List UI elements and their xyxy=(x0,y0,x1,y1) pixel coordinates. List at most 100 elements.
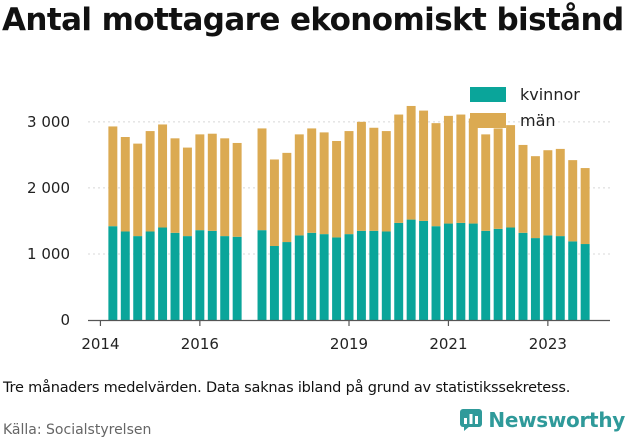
x-tick-label: 2021 xyxy=(429,335,467,353)
x-tick-label: 2019 xyxy=(330,335,368,353)
bar-kvinnor xyxy=(232,236,242,320)
x-tick-label: 2014 xyxy=(81,335,119,353)
bar-man xyxy=(269,159,279,247)
bar-man xyxy=(481,134,491,231)
bar-man xyxy=(518,144,528,233)
bars xyxy=(108,105,590,320)
bar-kvinnor xyxy=(431,226,441,320)
bar-man xyxy=(406,105,416,220)
bar-kvinnor xyxy=(344,234,354,320)
bar-kvinnor xyxy=(568,241,578,320)
legend-swatch-man xyxy=(470,113,506,128)
bar-kvinnor xyxy=(493,228,503,320)
bar-man xyxy=(182,147,192,237)
bar-kvinnor xyxy=(530,238,540,320)
bar-kvinnor xyxy=(307,232,317,320)
bar-kvinnor xyxy=(257,230,267,320)
legend-swatch-kvinnor xyxy=(470,87,506,102)
source-credit: Källa: Socialstyrelsen xyxy=(3,422,152,438)
bar-man xyxy=(294,134,304,236)
bar-chart-speech-bubble-icon xyxy=(460,409,483,431)
bar-man xyxy=(207,133,217,231)
bar-kvinnor xyxy=(394,222,404,320)
bar-kvinnor xyxy=(506,227,516,320)
legend-label-man: män xyxy=(520,111,556,130)
stacked-bar-chart: 0 1 000 2 000 3 000 2014 2016 2019 2021 2023 kv… xyxy=(27,85,610,353)
x-tick-label: 2023 xyxy=(529,335,567,353)
bar-kvinnor xyxy=(220,236,230,320)
bar-kvinnor xyxy=(207,230,217,320)
bar-man xyxy=(506,125,516,228)
bar-man xyxy=(381,131,391,232)
bar-man xyxy=(431,123,441,227)
bar-kvinnor xyxy=(381,231,391,320)
bar-kvinnor xyxy=(555,236,565,320)
bar-man xyxy=(220,138,230,237)
bar-kvinnor xyxy=(580,244,590,320)
bar-man xyxy=(332,140,342,238)
chart-title: Antal mottagare ekonomiskt bistånd xyxy=(2,2,624,38)
bar-man xyxy=(232,142,242,237)
brand-logo: Newsworthy xyxy=(459,408,625,432)
bar-man xyxy=(468,118,478,224)
chart-note: Tre månaders medelvärden. Data saknas ib… xyxy=(3,380,571,396)
bar-man xyxy=(195,134,205,231)
bar-kvinnor xyxy=(133,236,143,320)
bar-kvinnor xyxy=(406,219,416,320)
bar-man xyxy=(493,128,503,229)
bar-kvinnor xyxy=(195,230,205,320)
bar-kvinnor xyxy=(182,236,192,320)
bar-man xyxy=(307,128,317,233)
bar-man xyxy=(282,152,292,243)
bar-man xyxy=(555,148,565,237)
legend-label-kvinnor: kvinnor xyxy=(520,85,580,104)
bar-man xyxy=(530,156,540,239)
bar-kvinnor xyxy=(158,227,168,320)
bar-kvinnor xyxy=(294,235,304,320)
bar-man xyxy=(456,114,466,223)
bar-man xyxy=(394,114,404,223)
bar-man xyxy=(108,126,118,227)
bar-kvinnor xyxy=(419,220,429,320)
bar-man xyxy=(344,131,354,235)
bar-man xyxy=(568,160,578,242)
bar-kvinnor xyxy=(145,231,155,320)
bar-kvinnor xyxy=(332,237,342,320)
bar-kvinnor xyxy=(543,235,553,320)
x-tick-label: 2016 xyxy=(181,335,219,353)
bar-man xyxy=(120,137,130,232)
bar-man xyxy=(543,150,553,236)
y-tick-label: 1 000 xyxy=(27,245,70,263)
bar-kvinnor xyxy=(468,223,478,320)
bar-kvinnor xyxy=(120,231,130,320)
bar-kvinnor xyxy=(269,246,279,320)
bar-kvinnor xyxy=(319,234,329,320)
bar-man xyxy=(133,143,143,237)
legend: kvinnor män xyxy=(470,85,580,130)
bar-man xyxy=(580,168,590,245)
bar-kvinnor xyxy=(108,226,118,320)
x-axis: 2014 2016 2019 2021 2023 xyxy=(81,319,610,353)
bar-man xyxy=(443,115,453,224)
bar-man xyxy=(369,127,379,231)
bar-kvinnor xyxy=(369,230,379,320)
bar-man xyxy=(170,138,180,233)
bar-man xyxy=(257,128,267,231)
bar-man xyxy=(356,121,366,231)
brand-name: Newsworthy xyxy=(488,408,625,432)
bar-man xyxy=(158,124,168,228)
bar-kvinnor xyxy=(170,232,180,320)
bar-man xyxy=(145,131,155,232)
bar-kvinnor xyxy=(356,230,366,320)
bar-kvinnor xyxy=(518,232,528,320)
bar-man xyxy=(419,110,429,221)
bar-kvinnor xyxy=(282,242,292,320)
y-tick-label: 0 xyxy=(60,311,70,329)
y-tick-label: 3 000 xyxy=(27,113,70,131)
bar-kvinnor xyxy=(443,223,453,320)
bar-kvinnor xyxy=(456,222,466,320)
y-tick-label: 2 000 xyxy=(27,179,70,197)
bar-kvinnor xyxy=(481,230,491,320)
y-axis-ticks: 0 1 000 2 000 3 000 xyxy=(27,113,70,329)
bar-man xyxy=(319,132,329,235)
